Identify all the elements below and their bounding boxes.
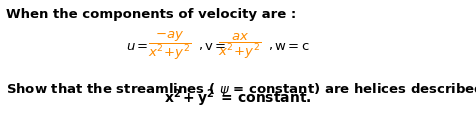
Text: $,$: $,$ — [268, 39, 272, 52]
Text: $\dfrac{-ay}{x^2\!+\!y^2}$: $\dfrac{-ay}{x^2\!+\!y^2}$ — [148, 30, 191, 62]
Text: When the components of velocity are :: When the components of velocity are : — [6, 8, 297, 21]
Text: $\mathbf{x^2 + y^2}$ $\mathbf{= \,constant.}$: $\mathbf{x^2 + y^2}$ $\mathbf{= \,consta… — [164, 87, 312, 108]
Text: $\mathrm{w = c}$: $\mathrm{w = c}$ — [274, 39, 309, 52]
Text: $u =$: $u =$ — [126, 39, 149, 52]
Text: $\dfrac{ax}{x^2\!+\!y^2}$: $\dfrac{ax}{x^2\!+\!y^2}$ — [218, 31, 262, 60]
Text: $\mathrm{v} =$: $\mathrm{v} =$ — [204, 39, 226, 52]
Text: $,$: $,$ — [198, 39, 202, 52]
Text: Show that the streamlines ( $\psi$ = constant) are helices described on the circ: Show that the streamlines ( $\psi$ = con… — [6, 80, 476, 97]
